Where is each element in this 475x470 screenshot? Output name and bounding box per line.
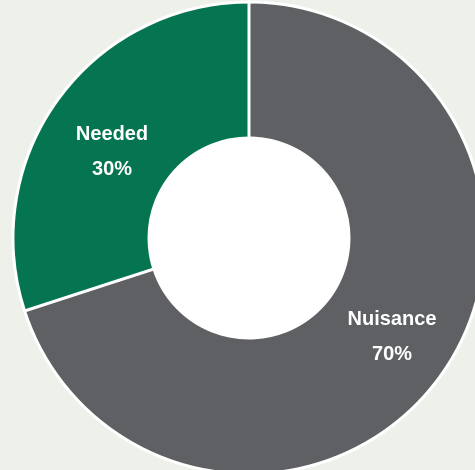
labels-group: Nuisance 70% Needed 30% [76, 123, 437, 365]
slice-label-needed: Needed 30% [76, 123, 148, 180]
slice-label-nuisance: Nuisance 70% [348, 308, 437, 365]
slice-percent-needed: 30% [92, 158, 132, 180]
slice-category-nuisance: Nuisance [348, 308, 437, 330]
slice-category-needed: Needed [76, 123, 148, 145]
slice-percent-nuisance: 70% [372, 343, 412, 365]
donut-hole [147, 136, 351, 340]
